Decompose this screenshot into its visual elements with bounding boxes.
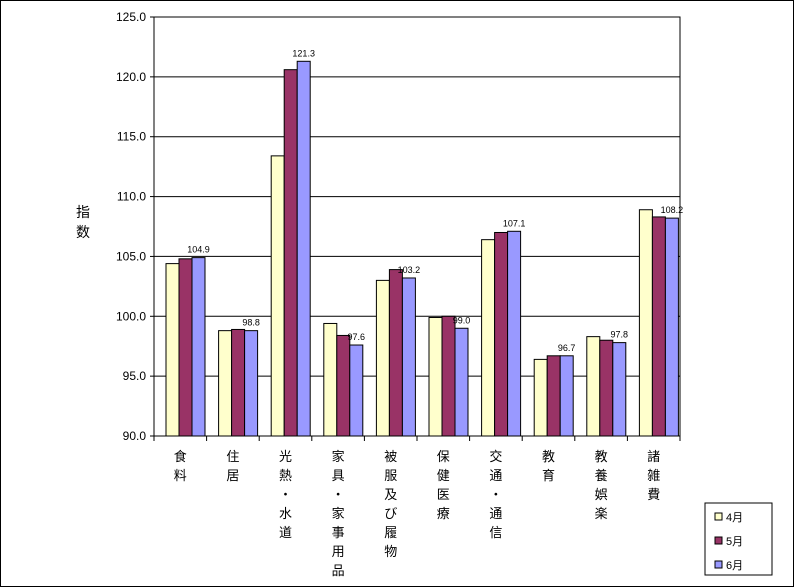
bar-1-2 — [218, 330, 233, 437]
category-label: 教養娯楽 — [595, 449, 608, 522]
bar-1-6 — [428, 316, 443, 437]
bar-2-10 — [651, 216, 666, 437]
y-axis-title: 指数 — [76, 205, 90, 241]
legend-swatch — [714, 536, 723, 545]
y-tick-label: 105.0 — [116, 249, 146, 263]
bar-3-4 — [349, 344, 364, 437]
legend-swatch — [714, 512, 723, 521]
bar-1-3 — [270, 155, 285, 437]
category-labels: 食料 住居 光熱・水道 家具・家事用品 被服及び履物 保健医療 交通・通信 教育 教養娯楽 諸雑費 — [174, 449, 660, 579]
bar-1-9 — [586, 336, 601, 437]
data-label: 107.1 — [503, 218, 526, 228]
y-tick-labels: 90.0 95.0 100.0 105.0 110.0 115.0 120.0 125.0 — [116, 10, 146, 443]
bar-3-9 — [612, 342, 627, 437]
bar-3-2 — [244, 330, 259, 437]
bar-2-6 — [441, 315, 456, 437]
category-label: 諸雑費 — [647, 449, 660, 503]
data-label: 97.8 — [611, 330, 629, 340]
data-label: 98.8 — [242, 318, 260, 328]
y-tick-label: 95.0 — [123, 369, 147, 383]
legend: 4月 5月 6月 — [704, 502, 773, 576]
bar-3-10 — [664, 217, 679, 437]
category-label: 住居 — [226, 450, 239, 484]
bar-1-1 — [165, 263, 180, 437]
category-label: 被服及び履物 — [384, 450, 397, 560]
bar-3-8 — [559, 355, 574, 437]
legend-label: 5月 — [726, 536, 743, 548]
y-tick-label: 120.0 — [116, 70, 146, 84]
data-label: 97.6 — [348, 332, 366, 342]
data-label: 108.2 — [661, 205, 684, 215]
bar-1-5 — [375, 279, 390, 437]
data-label: 99.0 — [453, 315, 471, 325]
data-label: 96.7 — [558, 343, 576, 353]
bar-1-8 — [533, 358, 548, 437]
data-label: 103.2 — [398, 265, 421, 275]
legend-swatch — [714, 560, 723, 569]
axes — [150, 16, 681, 441]
category-label: 光熱・水道 — [279, 450, 292, 541]
category-label: 交通・通信 — [489, 449, 502, 541]
bar-1-10 — [638, 209, 653, 437]
category-label: 家具・家事用品 — [332, 449, 345, 579]
y-tick-label: 125.0 — [116, 10, 146, 24]
category-label: 教育 — [542, 449, 555, 484]
bar-2-9 — [599, 339, 614, 437]
category-label: 食料 — [174, 449, 187, 484]
data-label: 104.9 — [187, 245, 210, 255]
bar-2-4 — [336, 334, 351, 437]
bar-3-6 — [454, 327, 469, 437]
data-labels: 104.9 98.8 121.3 97.6 103.2 99.0 107.1 96.7 97.8… — [187, 48, 683, 352]
bars — [165, 60, 679, 437]
bar-2-2 — [231, 328, 246, 437]
bar-3-5 — [401, 277, 416, 437]
bar-3-1 — [191, 257, 206, 437]
y-tick-label: 110.0 — [117, 190, 146, 204]
legend-label: 6月 — [726, 560, 743, 572]
y-tick-label: 90.0 — [123, 429, 147, 443]
legend-label: 4月 — [726, 512, 743, 524]
y-axis-label: 指数 — [76, 205, 90, 241]
bar-3-7 — [507, 230, 522, 437]
bar-3-3 — [296, 60, 311, 437]
bar-2-5 — [388, 269, 403, 437]
bar-2-7 — [494, 231, 509, 437]
data-label: 121.3 — [292, 48, 315, 58]
bar-2-3 — [283, 69, 298, 437]
bar-2-8 — [546, 355, 561, 437]
bar-1-7 — [481, 239, 496, 437]
y-tick-label: 100.0 — [116, 309, 146, 323]
y-tick-label: 115.0 — [117, 130, 146, 144]
category-label: 保健医療 — [437, 450, 450, 522]
bar-1-4 — [323, 322, 338, 437]
bar-2-1 — [178, 258, 193, 437]
